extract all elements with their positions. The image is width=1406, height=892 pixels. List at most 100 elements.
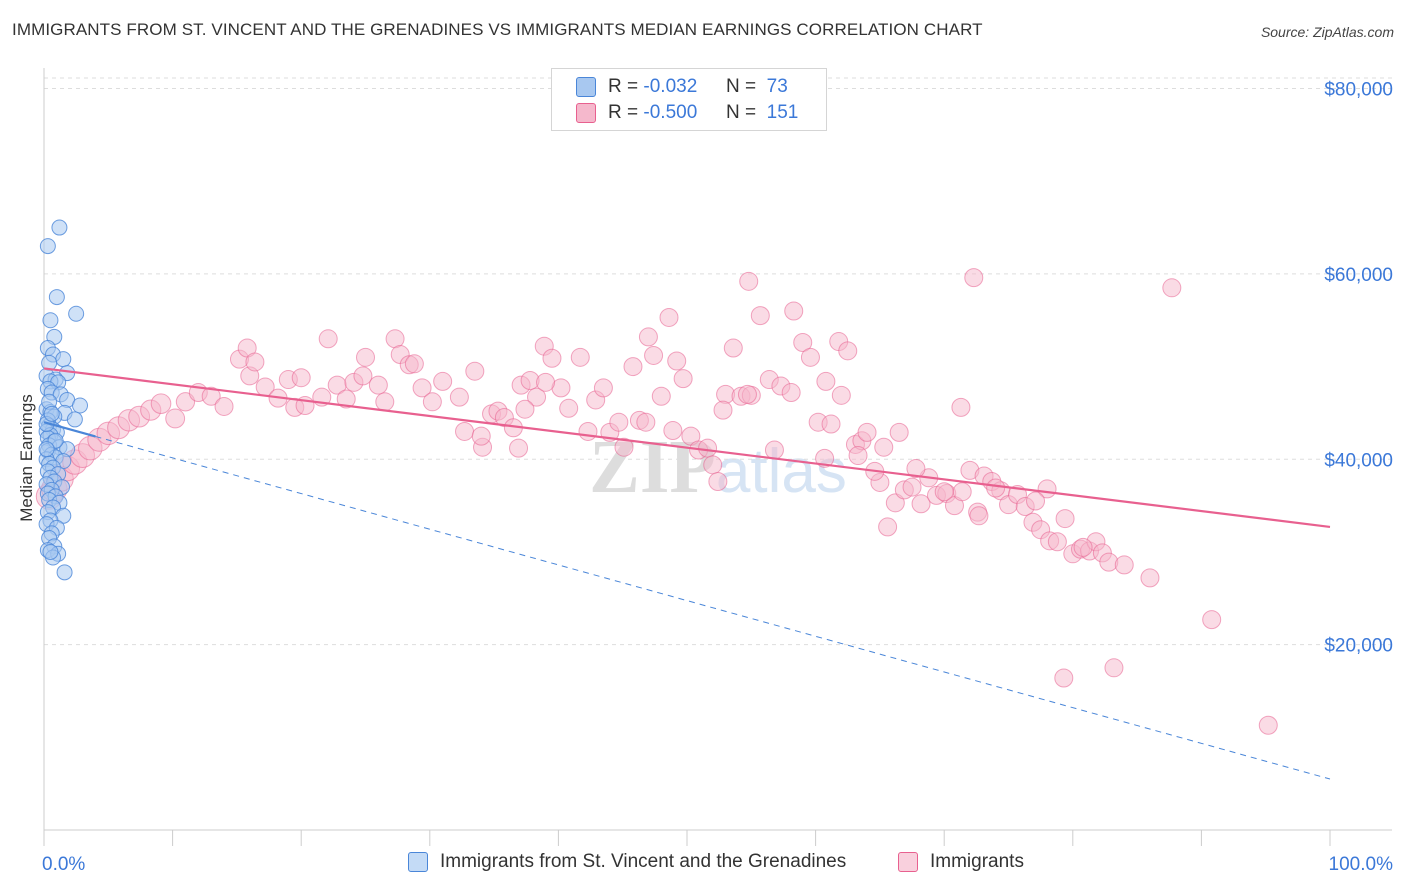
point-immigrants <box>857 422 877 442</box>
point-immigrants <box>781 383 801 403</box>
point-immigrants <box>723 338 743 358</box>
point-immigrants <box>385 329 405 349</box>
point-immigrants <box>368 375 388 395</box>
bottom-legend-label-blue: Immigrants from St. Vincent and the Gren… <box>440 851 847 872</box>
bottom-legend-pink: Immigrants <box>898 851 1024 873</box>
source-label: Source: ZipAtlas.com <box>1260 24 1394 40</box>
bottom-legend-blue: Immigrants from St. Vincent and the Gren… <box>408 851 846 873</box>
legend-n-value-blue: 73 <box>766 76 788 97</box>
point-st-vincent <box>39 238 56 255</box>
point-immigrants <box>1258 715 1278 735</box>
legend-n-label: N = <box>725 76 757 97</box>
point-immigrants <box>986 478 1006 498</box>
point-immigrants <box>815 448 835 468</box>
tick-labels: $20,000 $40,000 $60,000 $80,000 0.0% 100.0% <box>42 80 1393 875</box>
y-tick-label: $80,000 <box>1324 80 1393 101</box>
point-immigrants <box>636 412 656 432</box>
legend-swatch-pink <box>576 103 596 123</box>
point-immigrants <box>1073 537 1093 557</box>
point-immigrants <box>614 437 634 457</box>
point-immigrants <box>793 332 813 352</box>
y-tick-label: $40,000 <box>1324 450 1393 471</box>
bottom-legend-label-pink: Immigrants <box>930 851 1024 872</box>
point-immigrants <box>465 361 485 381</box>
point-immigrants <box>708 472 728 492</box>
point-immigrants <box>831 385 851 405</box>
st-vincent-points <box>38 219 89 581</box>
point-immigrants <box>455 421 475 441</box>
legend-n-label: N = <box>725 102 757 123</box>
point-immigrants <box>1055 509 1075 529</box>
point-immigrants <box>165 408 186 429</box>
correlation-legend: R = -0.032 N = 73 R = -0.500 N = 151 <box>551 68 827 131</box>
point-immigrants <box>673 369 693 389</box>
point-immigrants <box>527 387 547 407</box>
y-tick-label: $20,000 <box>1324 636 1393 657</box>
point-immigrants <box>570 347 590 367</box>
point-immigrants <box>821 414 841 434</box>
bottom-legend-swatch-blue <box>408 852 428 872</box>
point-immigrants <box>1026 491 1046 511</box>
legend-swatch-blue <box>576 77 596 97</box>
point-immigrants <box>737 384 757 404</box>
point-st-vincent <box>43 405 60 422</box>
point-immigrants <box>356 347 375 367</box>
point-immigrants <box>784 301 804 321</box>
point-immigrants <box>593 378 613 398</box>
point-immigrants <box>739 271 759 291</box>
point-immigrants <box>659 307 679 327</box>
point-immigrants <box>336 389 356 409</box>
point-immigrants <box>952 482 972 502</box>
point-st-vincent <box>68 305 85 322</box>
point-immigrants <box>515 399 535 419</box>
point-immigrants <box>667 351 687 371</box>
point-immigrants <box>698 438 718 458</box>
point-immigrants <box>623 357 643 377</box>
point-immigrants <box>969 506 989 526</box>
point-immigrants <box>509 438 529 458</box>
point-immigrants <box>422 392 442 412</box>
point-immigrants <box>245 352 265 372</box>
point-st-vincent <box>66 411 83 428</box>
y-axis-label: Median Earnings <box>17 394 36 522</box>
point-immigrants <box>750 306 770 326</box>
point-immigrants <box>578 421 598 441</box>
point-immigrants <box>291 368 311 388</box>
point-immigrants <box>1140 568 1160 588</box>
point-immigrants <box>412 378 432 398</box>
point-immigrants <box>559 398 579 418</box>
point-immigrants <box>838 341 858 361</box>
point-immigrants <box>878 517 898 537</box>
point-immigrants <box>902 477 922 497</box>
chart-title: IMMIGRANTS FROM ST. VINCENT AND THE GREN… <box>12 20 983 39</box>
point-st-vincent <box>48 289 65 306</box>
point-st-vincent <box>55 351 72 368</box>
point-immigrants <box>885 493 905 513</box>
legend-r-value-blue: -0.032 <box>643 76 698 97</box>
point-immigrants <box>433 371 453 391</box>
point-immigrants <box>848 446 868 466</box>
x-tick-label: 100.0% <box>1329 854 1394 875</box>
point-st-vincent <box>42 543 59 560</box>
point-immigrants <box>318 329 338 349</box>
point-immigrants <box>906 459 926 479</box>
point-st-vincent <box>38 441 55 458</box>
point-immigrants <box>1054 668 1074 688</box>
trend-line-st-vincent-dashed <box>95 435 1331 780</box>
point-immigrants <box>1099 552 1119 572</box>
point-immigrants <box>644 345 664 365</box>
trend-line-immigrants <box>43 367 1331 529</box>
point-immigrants <box>214 396 234 416</box>
point-immigrants <box>1104 658 1124 678</box>
bottom-legend-swatch-pink <box>898 852 918 872</box>
point-immigrants <box>353 366 373 386</box>
point-immigrants <box>449 387 469 407</box>
point-immigrants <box>375 392 395 412</box>
point-immigrants <box>651 386 671 406</box>
point-immigrants <box>536 372 556 392</box>
point-immigrants <box>713 400 733 420</box>
point-st-vincent <box>51 219 68 236</box>
point-immigrants <box>1162 278 1182 298</box>
point-immigrants <box>150 393 172 414</box>
